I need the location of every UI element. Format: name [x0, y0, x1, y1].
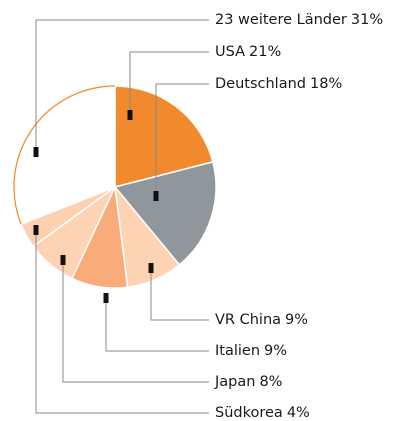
leader-line — [62, 260, 209, 383]
slice-label: Japan 8% — [214, 374, 282, 390]
slice-label: Italien 9% — [215, 343, 287, 359]
category-label: Südkorea — [215, 405, 283, 421]
category-label: Italien — [215, 343, 260, 359]
leader-marker — [33, 225, 39, 235]
category-label: VR China — [215, 312, 281, 328]
slice-label: Südkorea 4% — [215, 405, 310, 421]
category-label: Japan — [214, 374, 255, 390]
leader-line — [105, 298, 209, 352]
value-label: 8% — [259, 374, 282, 390]
value-label: 18% — [310, 76, 342, 92]
leader-marker — [148, 263, 154, 273]
leader-marker — [127, 110, 133, 120]
leader-line — [129, 51, 209, 115]
leader-line — [35, 230, 209, 414]
value-label: 31% — [351, 12, 383, 28]
leader-marker — [33, 147, 39, 157]
value-label: 4% — [287, 405, 310, 421]
slice-label: VR China 9% — [215, 312, 308, 328]
leader-line — [35, 19, 209, 152]
value-label: 9% — [285, 312, 308, 328]
pie-slice — [114, 85, 214, 188]
slice-outline — [13, 85, 116, 225]
slice-label: USA 21% — [215, 44, 281, 60]
pie-slice — [113, 160, 217, 266]
value-label: 9% — [264, 343, 287, 359]
slice-label: Deutschland 18% — [215, 76, 342, 92]
category-label: 23 weitere Länder — [215, 12, 347, 28]
leader-marker — [60, 255, 66, 265]
slice-label: 23 weitere Länder 31% — [215, 12, 383, 28]
value-label: 21% — [249, 44, 281, 60]
leader-line — [150, 268, 209, 321]
leader-marker — [103, 293, 109, 303]
leader-marker — [153, 191, 159, 201]
category-label: USA — [215, 44, 245, 60]
leader-line — [155, 83, 209, 196]
category-label: Deutschland — [215, 76, 306, 92]
